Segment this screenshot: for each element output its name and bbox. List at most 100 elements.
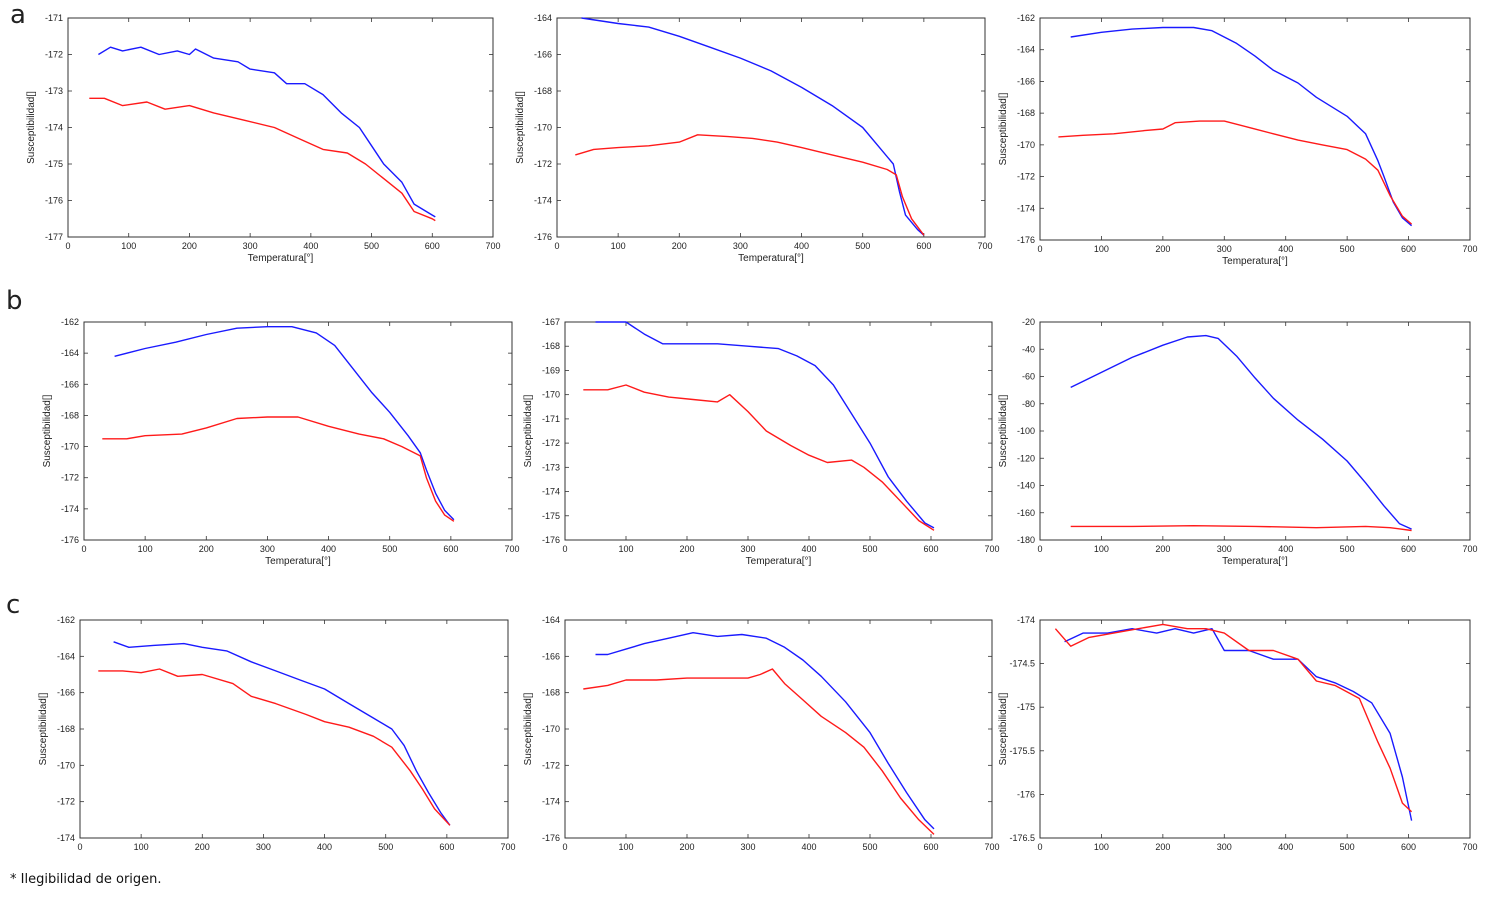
x-axis-label: Temperatura[°] xyxy=(265,556,331,567)
x-tick-label: 100 xyxy=(618,544,633,554)
y-tick-label: -172 xyxy=(61,473,79,483)
y-tick-label: -176 xyxy=(61,535,79,545)
plot-frame xyxy=(1039,619,1471,839)
x-tick-label: 600 xyxy=(1401,244,1416,254)
x-tick-label: 500 xyxy=(364,241,379,251)
panel-b3: 0 100 200 300 400 500 600 700 -180 -160 -140 -120 -1… xyxy=(998,317,1478,567)
plot-frame xyxy=(564,619,993,839)
x-tick-label: 500 xyxy=(378,842,393,852)
x-tick-label: 0 xyxy=(77,842,82,852)
y-tick-label: -174 xyxy=(45,123,63,133)
x-tick-label: 600 xyxy=(1401,544,1416,554)
panel-c1: 0 100 200 300 400 500 600 700 -174 -172 -170 -168 -1… xyxy=(38,615,516,852)
plot-frame xyxy=(83,321,513,541)
y-tick-label: -174 xyxy=(534,196,552,206)
panel-a1: 0 100 200 300 400 500 600 700 -177 -176 -175 -174 -1… xyxy=(26,13,501,264)
x-tick-label: 500 xyxy=(1340,842,1355,852)
y-axis-label: Susceptibilidad[] xyxy=(998,92,1009,165)
x-tick-label: 0 xyxy=(1037,244,1042,254)
footnote: * Ilegibilidad de origen. xyxy=(10,872,162,887)
y-tick-label: -174 xyxy=(542,487,560,497)
y-tick-label: -20 xyxy=(1022,317,1035,327)
series-line-blue xyxy=(581,17,925,236)
y-tick-label: -164 xyxy=(57,651,75,661)
x-tick-label: 600 xyxy=(923,544,938,554)
x-tick-label: 400 xyxy=(1278,544,1293,554)
y-axis-label: Susceptibilidad[] xyxy=(523,692,534,765)
series-line-red xyxy=(98,668,451,826)
chart-grid: 0 100 200 300 400 500 600 700 -177 -176 -175 -174 -1… xyxy=(26,13,1478,852)
x-tick-label: 200 xyxy=(195,842,210,852)
y-tick-label: -166 xyxy=(61,379,79,389)
y-tick-label: -167 xyxy=(542,317,560,327)
x-tick-label: 400 xyxy=(794,241,809,251)
x-axis-label: Temperatura[°] xyxy=(738,253,804,264)
x-axis-label: Temperatura[°] xyxy=(1222,556,1288,567)
series-line-blue xyxy=(1070,26,1413,227)
x-axis-label: Temperatura[°] xyxy=(248,253,314,264)
x-tick-label: 400 xyxy=(317,842,332,852)
y-tick-label: -164 xyxy=(534,13,552,23)
y-tick-label: -171 xyxy=(542,414,560,424)
x-tick-label: 600 xyxy=(425,241,440,251)
x-tick-label: 0 xyxy=(65,241,70,251)
y-tick-label: -174 xyxy=(542,797,560,807)
y-tick-label: -169 xyxy=(542,365,560,375)
panel-b1: 0 100 200 300 400 500 600 700 -176 -174 -172 -170 -1… xyxy=(42,317,520,567)
y-tick-label: -162 xyxy=(61,317,79,327)
y-tick-label: -175 xyxy=(542,511,560,521)
y-tick-label: -174 xyxy=(61,504,79,514)
y-tick-label: -164 xyxy=(1017,45,1035,55)
y-tick-label: -180 xyxy=(1017,535,1035,545)
y-tick-label: -173 xyxy=(45,86,63,96)
y-tick-label: -170 xyxy=(57,760,75,770)
y-tick-label: -166 xyxy=(534,50,552,60)
x-tick-label: 400 xyxy=(1278,244,1293,254)
series-line-blue xyxy=(595,632,935,830)
y-tick-label: -60 xyxy=(1022,372,1035,382)
x-tick-label: 500 xyxy=(862,842,877,852)
panel-a2: 0 100 200 300 400 500 600 700 -176 -174 -172 -170 -1… xyxy=(515,13,993,264)
x-tick-label: 200 xyxy=(1155,244,1170,254)
x-tick-label: 500 xyxy=(862,544,877,554)
x-tick-label: 600 xyxy=(923,842,938,852)
x-tick-label: 700 xyxy=(485,241,500,251)
x-tick-label: 0 xyxy=(1037,842,1042,852)
y-tick-label: -100 xyxy=(1017,426,1035,436)
panel-b2: 0 100 200 300 400 500 600 700 -176 -175 -174 -173 -1… xyxy=(523,317,1000,567)
x-tick-label: 600 xyxy=(443,544,458,554)
panel-a3: 0 100 200 300 400 500 600 700 -176 -174 -172 -170 -1… xyxy=(998,13,1478,267)
y-tick-label: -176 xyxy=(534,232,552,242)
y-axis-label: Susceptibilidad[] xyxy=(38,692,49,765)
x-tick-label: 700 xyxy=(984,842,999,852)
row-label-c: c xyxy=(6,590,21,620)
x-tick-label: 200 xyxy=(679,842,694,852)
x-tick-label: 400 xyxy=(303,241,318,251)
x-tick-label: 0 xyxy=(562,544,567,554)
y-tick-label: -174.5 xyxy=(1009,659,1035,669)
x-tick-label: 600 xyxy=(916,241,931,251)
series-line-red xyxy=(1070,525,1412,532)
x-tick-label: 200 xyxy=(182,241,197,251)
x-tick-label: 600 xyxy=(439,842,454,852)
y-axis-label: Susceptibilidad[] xyxy=(515,91,526,164)
x-tick-label: 700 xyxy=(504,544,519,554)
x-tick-label: 100 xyxy=(121,241,136,251)
y-tick-label: -162 xyxy=(1017,13,1035,23)
y-tick-label: -162 xyxy=(57,615,75,625)
series-line-blue xyxy=(98,46,436,218)
y-axis-label: Susceptibilidad[] xyxy=(998,394,1009,467)
x-tick-label: 200 xyxy=(672,241,687,251)
y-tick-label: -172 xyxy=(1017,172,1035,182)
x-tick-label: 400 xyxy=(1278,842,1293,852)
series-line-blue xyxy=(1070,334,1412,530)
x-tick-label: 500 xyxy=(382,544,397,554)
x-tick-label: 200 xyxy=(199,544,214,554)
series-line-red xyxy=(583,668,935,835)
x-tick-label: 100 xyxy=(618,842,633,852)
x-tick-label: 500 xyxy=(1340,544,1355,554)
panel-c3: 0 100 200 300 400 500 600 700 -176.5 -176 -175.5 -1… xyxy=(998,615,1478,852)
x-tick-label: 100 xyxy=(134,842,149,852)
x-tick-label: 300 xyxy=(256,842,271,852)
series-line-blue xyxy=(114,326,455,521)
